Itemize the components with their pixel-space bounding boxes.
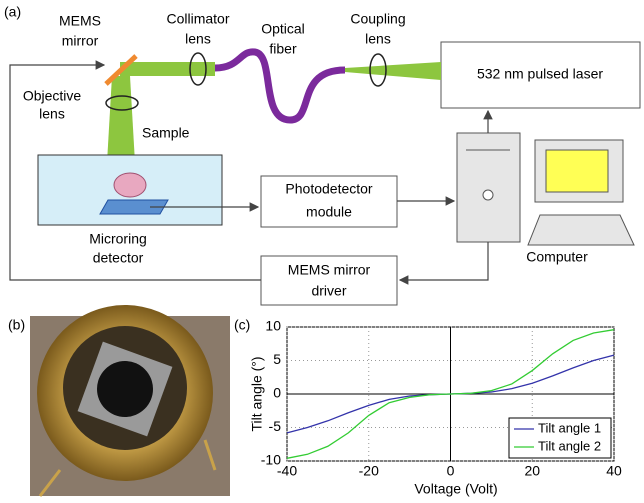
figure: (a) MEMS mirror Collimator lens Optical … (0, 0, 644, 498)
label: module (306, 204, 352, 220)
y-tick-label: -5 (269, 418, 282, 434)
label: lens (185, 31, 211, 47)
panel-label: (c) (234, 317, 250, 333)
x-tick-label: -40 (277, 463, 297, 479)
panel-label: (b) (8, 317, 25, 333)
panel-label: (a) (4, 4, 21, 20)
label: driver (311, 283, 346, 299)
legend-label: Tilt angle 1 (538, 420, 601, 435)
photo (30, 305, 230, 496)
label: 532 nm pulsed laser (477, 66, 603, 82)
label: mirror (62, 33, 99, 49)
x-tick-label: -20 (359, 463, 379, 479)
label: Objective (23, 88, 82, 104)
label: MEMS mirror (288, 262, 371, 278)
label: fiber (269, 41, 297, 57)
label: Computer (526, 249, 588, 265)
label: MEMS (59, 13, 101, 29)
x-axis-label: Voltage (Volt) (414, 481, 497, 497)
y-tick-label: 0 (273, 385, 281, 401)
label: Microring (89, 231, 147, 247)
label: Collimator (166, 11, 229, 27)
y-tick-label: 5 (273, 351, 281, 367)
label: detector (93, 250, 144, 266)
x-tick-label: 40 (606, 463, 622, 479)
x-tick-label: 0 (447, 463, 455, 479)
y-axis-label: Tilt angle (°) (249, 356, 265, 431)
legend-label: Tilt angle 2 (538, 438, 601, 453)
x-tick-label: 20 (524, 463, 540, 479)
label: Coupling (350, 11, 405, 27)
label: Photodetector (285, 181, 373, 197)
label: lens (365, 31, 391, 47)
label: lens (39, 106, 65, 122)
label: Sample (142, 125, 190, 141)
label: Optical (261, 21, 305, 37)
y-tick-label: 10 (265, 318, 281, 334)
